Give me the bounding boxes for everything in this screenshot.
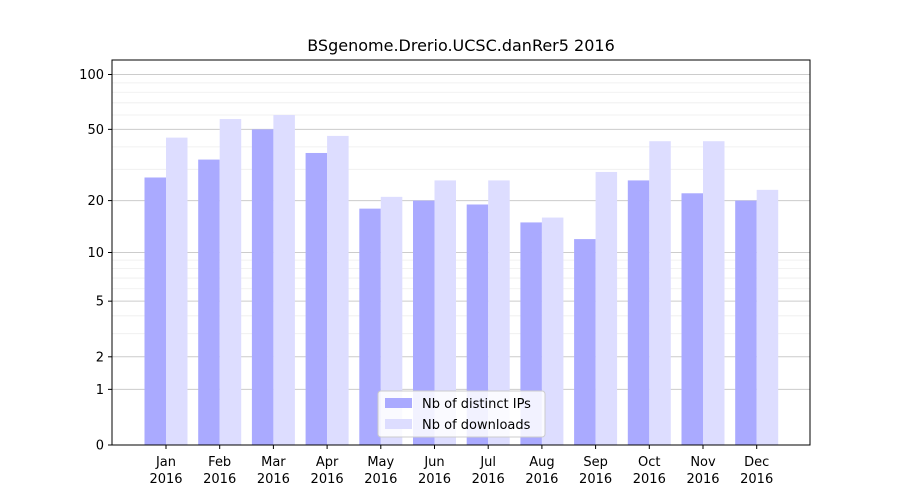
x-tick-label-year: 2016 <box>364 472 397 487</box>
bar-distinct-ips <box>305 152 328 445</box>
y-tick-label: 100 <box>79 68 104 83</box>
legend: Nb of distinct IPs Nb of downloads <box>377 390 546 438</box>
bar-distinct-ips <box>413 200 435 445</box>
bar-distinct-ips <box>466 204 489 445</box>
x-tick-label-month: Jun <box>423 455 444 470</box>
bar-downloads <box>273 114 295 445</box>
legend-label: Nb of downloads <box>422 418 531 433</box>
x-tick-label-year: 2016 <box>311 472 344 487</box>
bar-downloads <box>219 119 242 445</box>
y-tick-label: 2 <box>96 350 104 365</box>
bar-downloads <box>380 196 403 445</box>
bar-distinct-ips <box>574 239 596 445</box>
x-tick-label-month: Feb <box>208 455 231 470</box>
bar-downloads <box>649 141 671 446</box>
y-tick-label: 5 <box>96 295 104 310</box>
bar-downloads <box>541 217 564 445</box>
bar-distinct-ips <box>198 159 220 445</box>
x-tick-label-month: Nov <box>690 455 716 470</box>
legend-box <box>377 390 546 438</box>
bar-layer <box>144 114 779 446</box>
bar-downloads <box>703 141 725 446</box>
legend-swatch <box>385 398 412 408</box>
bar-distinct-ips <box>735 200 757 445</box>
bar-distinct-ips <box>144 177 166 445</box>
x-tick-label-year: 2016 <box>579 472 612 487</box>
bar-distinct-ips <box>359 208 381 445</box>
bar-distinct-ips <box>520 222 542 445</box>
x-tick-label-month: Jul <box>479 455 496 470</box>
x-tick-label-month: May <box>367 455 394 470</box>
x-tick-label-month: Jan <box>155 455 176 470</box>
x-tick-label-year: 2016 <box>472 472 505 487</box>
bar-downloads <box>434 180 456 446</box>
x-tick-label-year: 2016 <box>203 472 236 487</box>
y-tick-label: 50 <box>87 123 104 138</box>
y-tick-label: 10 <box>87 246 104 261</box>
x-tick-label-year: 2016 <box>686 472 719 487</box>
legend-swatch <box>385 419 412 429</box>
bar-downloads <box>488 180 510 446</box>
chart-title: BSgenome.Drerio.UCSC.danRer5 2016 <box>307 36 615 55</box>
y-axis: 0 1 2 5 10 20 50 100 <box>79 68 112 454</box>
bar-distinct-ips <box>681 193 703 445</box>
bar-downloads <box>595 171 618 445</box>
bar-distinct-ips <box>627 180 650 446</box>
x-tick-label-month: Apr <box>316 455 339 470</box>
x-tick-label-year: 2016 <box>149 472 182 487</box>
bar-downloads <box>166 137 188 445</box>
x-tick-label-month: Sep <box>583 455 608 470</box>
x-tick-label-month: Mar <box>261 455 286 470</box>
y-tick-label: 1 <box>96 383 104 398</box>
x-tick-label-month: Dec <box>744 455 769 470</box>
x-tick-label-year: 2016 <box>525 472 558 487</box>
x-axis: Jan 2016 Feb 2016 Mar 2016 Apr 2016 May 2016 Jun 20… <box>149 445 773 487</box>
x-tick-label-year: 2016 <box>257 472 290 487</box>
legend-label: Nb of distinct IPs <box>422 397 531 412</box>
bar-distinct-ips <box>251 129 274 445</box>
x-tick-label-year: 2016 <box>633 472 666 487</box>
bar-downloads <box>327 135 349 445</box>
x-tick-label-month: Aug <box>529 455 554 470</box>
x-tick-label-month: Oct <box>638 455 660 470</box>
y-tick-label: 0 <box>96 439 104 454</box>
y-tick-label: 20 <box>87 194 104 209</box>
x-tick-label-year: 2016 <box>418 472 451 487</box>
bar-downloads <box>756 189 779 445</box>
x-tick-label-year: 2016 <box>740 472 773 487</box>
